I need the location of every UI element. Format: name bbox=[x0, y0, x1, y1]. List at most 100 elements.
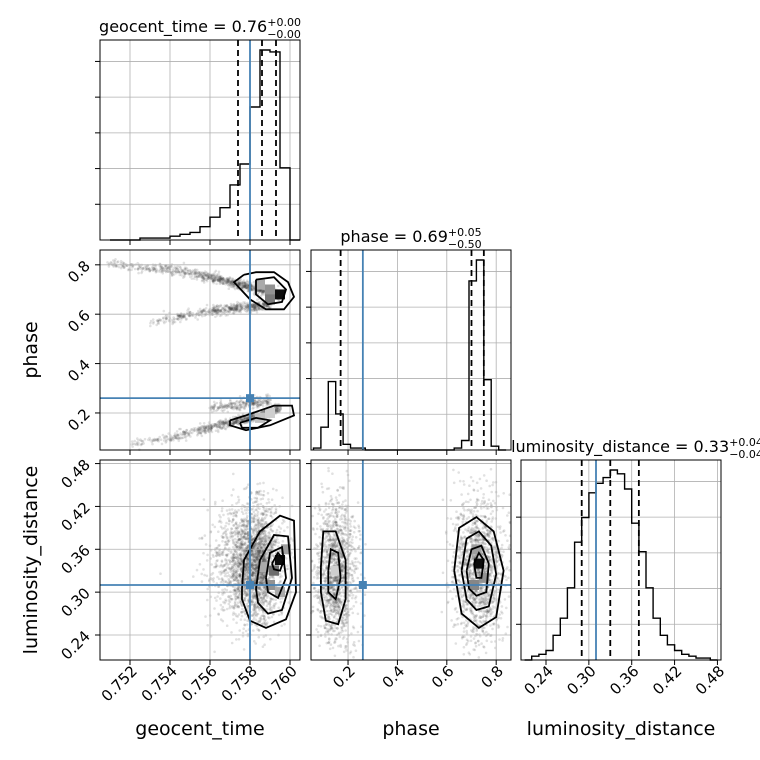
sample-point bbox=[217, 275, 221, 279]
sample-point bbox=[154, 270, 158, 274]
sample-point bbox=[250, 284, 254, 288]
sample-point bbox=[225, 509, 229, 512]
sample-point bbox=[220, 577, 224, 580]
sample-point bbox=[227, 549, 231, 552]
sample-point bbox=[204, 615, 207, 618]
sample-point bbox=[122, 261, 126, 265]
sample-point bbox=[197, 274, 201, 278]
sample-point bbox=[255, 308, 259, 311]
sample-point bbox=[230, 549, 233, 553]
sample-point bbox=[232, 592, 236, 596]
sample-point bbox=[239, 524, 242, 528]
sample-point bbox=[241, 631, 245, 635]
sample-point bbox=[163, 266, 167, 270]
sample-point bbox=[221, 281, 224, 285]
sample-point bbox=[161, 433, 165, 437]
sample-point bbox=[216, 278, 220, 282]
sample-point bbox=[174, 267, 177, 271]
sample-point bbox=[219, 278, 222, 281]
sample-point bbox=[221, 619, 225, 623]
samples-layer bbox=[106, 258, 512, 659]
sample-point bbox=[227, 280, 230, 284]
sample-point bbox=[212, 278, 216, 282]
sample-point bbox=[194, 316, 197, 319]
sample-point bbox=[262, 490, 266, 493]
sample-point bbox=[131, 445, 134, 448]
sample-point bbox=[195, 568, 199, 572]
sample-point bbox=[245, 525, 248, 529]
sample-point bbox=[206, 272, 210, 276]
sample-point bbox=[167, 264, 170, 268]
sample-point bbox=[148, 267, 151, 270]
sample-point bbox=[200, 572, 203, 576]
sample-point bbox=[229, 594, 233, 598]
sample-point bbox=[206, 598, 209, 602]
sample-point bbox=[251, 507, 254, 511]
sample-point bbox=[269, 637, 272, 641]
sample-point bbox=[238, 303, 242, 306]
sample-point bbox=[228, 276, 231, 279]
sample-point bbox=[212, 279, 216, 283]
sample-point bbox=[258, 398, 261, 402]
sample-point bbox=[212, 273, 215, 277]
sample-point bbox=[195, 271, 199, 275]
sample-point bbox=[224, 417, 227, 421]
sample-point bbox=[265, 501, 269, 505]
sample-point bbox=[252, 520, 256, 524]
sample-point bbox=[238, 538, 241, 541]
sample-point bbox=[256, 482, 259, 486]
sample-point bbox=[194, 270, 198, 274]
sample-point bbox=[210, 276, 214, 280]
sample-point bbox=[220, 277, 224, 281]
sample-point bbox=[171, 269, 175, 272]
sample-point bbox=[180, 269, 183, 272]
sample-point bbox=[259, 618, 263, 621]
sample-point bbox=[211, 280, 215, 283]
sample-point bbox=[226, 277, 229, 280]
sample-point bbox=[243, 618, 247, 621]
sample-point bbox=[214, 551, 218, 554]
sample-point bbox=[143, 437, 147, 441]
sample-point bbox=[280, 624, 284, 628]
sample-point bbox=[243, 517, 246, 521]
sample-point bbox=[201, 271, 204, 274]
sample-point bbox=[219, 278, 222, 281]
sample-point bbox=[154, 269, 158, 272]
sample-point bbox=[227, 284, 230, 287]
sample-point bbox=[224, 405, 228, 408]
sample-point bbox=[228, 519, 231, 523]
sample-point bbox=[240, 528, 244, 532]
sample-point bbox=[202, 275, 205, 278]
sample-point bbox=[181, 270, 184, 274]
sample-point bbox=[205, 276, 208, 280]
sample-point bbox=[268, 394, 271, 398]
sample-point bbox=[253, 614, 256, 617]
sample-point bbox=[229, 581, 232, 584]
sample-point bbox=[220, 559, 224, 562]
sample-point bbox=[227, 278, 230, 281]
sample-point bbox=[175, 266, 179, 270]
sample-point bbox=[210, 427, 213, 430]
sample-point bbox=[183, 266, 187, 270]
sample-point bbox=[223, 526, 226, 530]
sample-point bbox=[226, 278, 230, 282]
sample-point bbox=[235, 638, 238, 641]
sample-point bbox=[200, 273, 204, 277]
sample-point bbox=[203, 314, 207, 317]
sample-point bbox=[200, 274, 203, 277]
sample-point bbox=[136, 261, 139, 265]
sample-point bbox=[252, 280, 256, 284]
sample-point bbox=[213, 271, 216, 274]
sample-point bbox=[172, 267, 175, 270]
sample-point bbox=[232, 606, 236, 610]
sample-point bbox=[213, 525, 217, 529]
sample-point bbox=[228, 283, 231, 286]
sample-point bbox=[232, 284, 236, 287]
sample-point bbox=[113, 259, 117, 263]
sample-point bbox=[230, 285, 233, 289]
sample-point bbox=[151, 269, 155, 272]
sample-point bbox=[161, 272, 165, 275]
sample-point bbox=[257, 404, 261, 408]
sample-point bbox=[217, 530, 220, 533]
sample-point bbox=[217, 279, 221, 283]
